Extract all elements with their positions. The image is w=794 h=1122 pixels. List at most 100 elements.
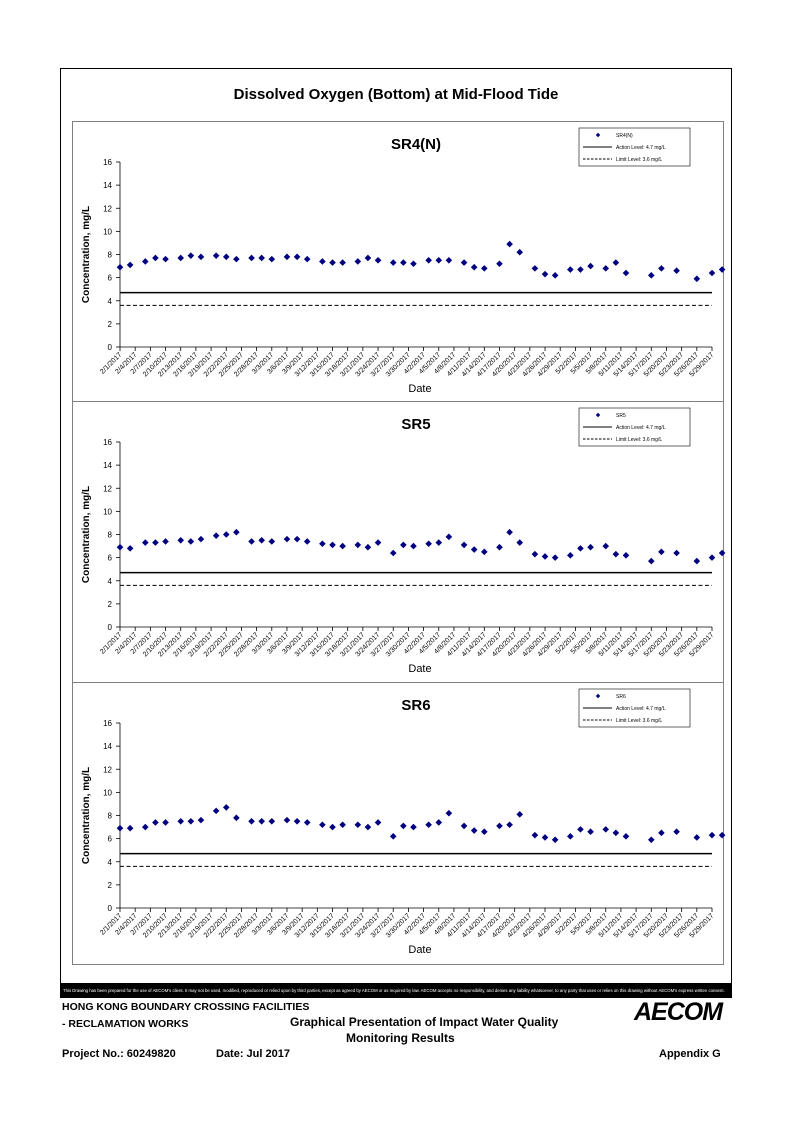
chart-title: SR5 [401,416,430,433]
y-tick-label: 10 [103,227,112,236]
data-point [319,540,326,548]
chart-panel-sr4n: SR4(N) 0 2 4 6 8 10 12 14 16 2/1/2017 2/4/2017 2/7/2… [72,121,726,402]
data-point [233,528,240,536]
data-point [177,536,185,544]
data-point [410,823,417,831]
data-point [162,819,169,826]
y-tick-label: 12 [103,765,112,774]
data-point [460,259,468,266]
data-point [354,541,362,549]
legend-label: SR5 [616,413,626,419]
data-point [460,541,468,549]
y-tick-label: 6 [108,274,113,283]
data-point [693,834,701,841]
data-point [233,814,240,822]
data-point [364,254,372,262]
data-point [268,255,276,263]
legend-label: Limit Level: 3.6 mg/L [616,157,662,163]
data-point [435,819,443,826]
data-point [364,543,372,551]
data-point [222,253,230,261]
y-tick-label: 10 [103,788,112,797]
data-point [197,535,205,543]
data-point [481,548,488,556]
data-point [445,809,453,817]
data-point [470,263,478,271]
data-point [425,540,432,548]
data-point [541,834,549,841]
data-point [212,807,220,815]
project-name-line1: HONG KONG BOUNDARY CROSSING FACILITIES [62,1001,310,1013]
data-point [258,254,265,262]
data-point [612,829,620,837]
data-point [612,550,620,558]
data-point [567,266,574,273]
x-axis-label: Date [408,663,431,675]
data-point [481,265,488,272]
data-point [268,817,276,825]
document-title-line1: Graphical Presentation of Impact Water Q… [290,1015,559,1029]
data-point [541,553,549,560]
data-point [303,819,311,826]
data-point [445,533,453,541]
data-point [587,828,594,835]
data-point [141,823,149,831]
data-point [470,827,478,834]
chart-legend: SR5 Action Level: 4.7 mg/L Limit Level: 3.… [578,407,691,447]
data-point [460,822,468,830]
y-tick-label: 4 [108,577,113,586]
data-point [329,541,336,549]
data-point [116,263,124,271]
data-point [339,542,346,550]
data-point [248,254,255,262]
data-point [248,538,255,545]
data-point [283,535,291,543]
chart-sr4n: SR4(N)02468101214162/1/20172/4/20172/7/2… [81,127,726,395]
y-tick-label: 4 [108,858,113,867]
data-point [293,817,301,825]
data-point [258,817,265,825]
data-point [152,539,159,546]
y-tick-label: 16 [103,438,112,447]
y-tick-label: 0 [108,623,113,632]
data-point [693,275,701,283]
data-point [283,816,291,824]
data-point [303,538,311,545]
data-point [496,822,503,830]
data-point [425,821,432,829]
y-tick-label: 14 [103,742,112,751]
y-tick-label: 6 [108,554,113,563]
y-tick-label: 6 [108,835,113,844]
data-point [647,272,655,279]
y-axis-label: Concentration, mg/L [81,486,92,583]
data-point [141,539,149,546]
data-point [339,259,346,266]
appendix-label: Appendix G [659,1048,721,1060]
data-point [506,528,513,536]
y-tick-label: 2 [108,320,113,329]
data-point [567,833,574,840]
data-point [212,532,220,539]
data-point [587,262,594,270]
data-point [339,821,346,829]
y-tick-label: 14 [103,461,112,470]
y-tick-label: 8 [108,251,113,260]
y-axis-label: Concentration, mg/L [81,206,92,303]
data-point [481,828,488,835]
data-point [293,253,301,261]
document-date: Date: Jul 2017 [216,1048,290,1060]
legend-label: SR4(N) [616,133,633,139]
data-point [612,259,620,266]
legend-marker [595,412,601,418]
data-point [658,829,665,837]
data-point [587,543,594,551]
y-tick-label: 8 [108,531,113,540]
y-tick-label: 0 [108,904,113,913]
data-point [602,542,610,550]
data-point [622,833,630,840]
y-tick-label: 8 [108,812,113,821]
data-point [126,261,134,269]
data-point [389,549,397,557]
project-number: Project No.: 60249820 [62,1048,176,1060]
data-point [602,826,610,833]
